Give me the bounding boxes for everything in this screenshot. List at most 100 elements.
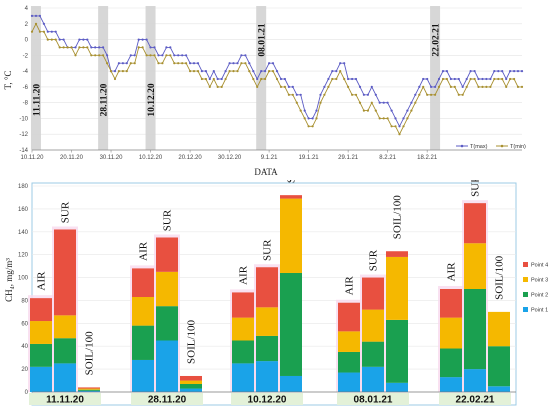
temperature-point [465, 77, 468, 81]
temperature-point [275, 70, 279, 73]
temperature-point [58, 38, 61, 41]
temperature-point [137, 46, 140, 49]
temperature-point [54, 38, 57, 41]
temperature-point [501, 77, 504, 81]
temperature-point [94, 54, 97, 57]
sampling-date-band [98, 6, 109, 150]
temperature-point [216, 77, 219, 81]
temperature-x-tick-label: 30.12.20 [218, 155, 242, 161]
ch4-bar-segment [440, 289, 462, 318]
temperature-point [453, 77, 456, 81]
ch4-group: 22.02.21 AIR SUR SOIL/100 [438, 180, 511, 406]
temperature-point [335, 77, 338, 81]
temperature-point [66, 46, 69, 49]
ch4-bar-label: SOIL/100 [392, 195, 404, 240]
temperature-point [82, 46, 85, 49]
ch4-bar-segment [386, 256, 408, 320]
ch4-group: 11.11.20 AIR SUR SOIL/100 [28, 201, 101, 406]
ch4-legend-label: Point 4 [531, 263, 548, 269]
temperature-point [323, 85, 326, 88]
temperature-point [299, 93, 302, 96]
temperature-point [489, 85, 492, 88]
temperature-y-tick-label: -10 [19, 116, 28, 122]
ch4-legend-label: Point 2 [531, 293, 548, 299]
temperature-point [271, 62, 275, 65]
temperature-x-axis-title: DATA [254, 167, 278, 177]
ch4-bar-segment [156, 271, 178, 307]
temperature-point [481, 85, 484, 88]
ch4-legend-label: Point 1 [531, 308, 548, 314]
temperature-legend-marker [460, 144, 464, 148]
temperature-point [232, 70, 235, 73]
temperature-point [30, 14, 34, 17]
temperature-y-tick-label: -4 [23, 69, 29, 75]
ch4-bar-label: SUR [262, 239, 274, 261]
ch4-bar-segment [386, 251, 408, 257]
temperature-x-tick-label: 29.1.21 [338, 155, 359, 161]
temperature-point [224, 70, 227, 73]
temperature-point [485, 85, 488, 88]
temperature-point [311, 117, 314, 120]
temperature-point [469, 70, 472, 73]
ch4-bar-segment [256, 335, 278, 362]
temperature-point [354, 77, 358, 81]
sampling-date-band [430, 6, 441, 150]
temperature-point [287, 93, 290, 96]
ch4-bar-segment [362, 309, 384, 342]
temperature-point [42, 30, 46, 33]
temperature-point [117, 62, 120, 65]
temperature-point [125, 70, 128, 73]
temperature-point [216, 85, 219, 88]
ch4-bar-label: AIR [344, 276, 356, 296]
ch4-group: 28.11.20 AIR SUR SOIL/100 [130, 209, 203, 406]
temperature-x-tick-label: 18.2.21 [417, 155, 438, 161]
ch4-bar-segment [78, 389, 100, 391]
temperature-point [343, 77, 346, 81]
temperature-point [74, 46, 77, 49]
temperature-point [418, 85, 421, 88]
temperature-point [106, 54, 109, 57]
temperature-point [406, 109, 409, 112]
temperature-point [275, 77, 279, 81]
temperature-point [307, 117, 310, 120]
temperature-point [244, 54, 247, 57]
temperature-point [347, 85, 350, 88]
temperature-point [370, 101, 373, 104]
temperature-point [520, 85, 524, 88]
ch4-y-tick-label: 180 [18, 184, 29, 190]
sampling-date-label: 10.12.20 [147, 83, 157, 117]
temperature-point [121, 62, 124, 65]
temperature-point [181, 54, 184, 57]
temperature-point [248, 62, 251, 65]
ch4-group-label-background [337, 393, 409, 405]
temperature-point [414, 101, 417, 104]
temperature-point [430, 85, 433, 88]
temperature-point [378, 117, 381, 120]
temperature-point [295, 93, 298, 96]
ch4-y-tick-label: 60 [21, 321, 28, 327]
ch4-bar-segment [30, 321, 52, 344]
ch4-bar-segment [54, 229, 76, 316]
temperature-point [244, 62, 247, 65]
temperature-point [34, 22, 38, 25]
temperature-point [347, 77, 350, 81]
ch4-chart: 11.11.20 AIR SUR SOIL/100 28.11.20 AIR SUR SOIL… [4, 180, 548, 406]
temperature-point [465, 85, 468, 88]
temperature-point [501, 70, 504, 73]
sampling-date-label: 08.01.21 [258, 23, 268, 57]
temperature-point [252, 70, 255, 73]
temperature-point [256, 85, 259, 88]
sampling-date-band [145, 6, 156, 150]
temperature-point [513, 77, 516, 81]
temperature-point [149, 46, 152, 49]
temperature-point [366, 93, 369, 96]
temperature-point [331, 77, 334, 81]
temperature-point [157, 54, 160, 57]
ch4-bar-segment [156, 340, 178, 392]
ch4-bar-segment [488, 346, 510, 387]
temperature-point [86, 46, 89, 49]
ch4-bar-label: AIR [238, 265, 250, 285]
ch4-bar-groups: 11.11.20 AIR SUR SOIL/100 28.11.20 AIR SUR SOIL… [28, 180, 511, 406]
temperature-point [256, 77, 259, 81]
